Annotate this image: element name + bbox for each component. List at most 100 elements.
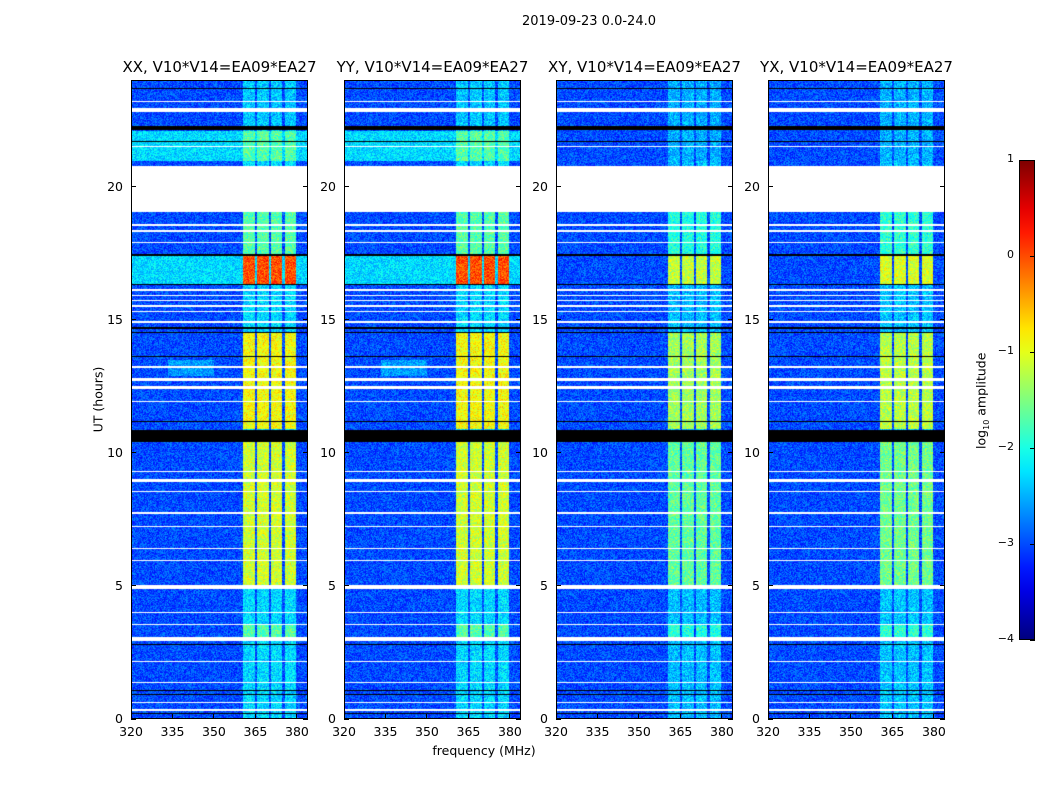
y-tick-mark — [516, 452, 521, 454]
y-tick-mark — [344, 452, 349, 454]
x-tick-label: 320 — [332, 724, 356, 739]
x-tick-mark — [891, 714, 893, 719]
y-tick-label: 20 — [107, 178, 123, 194]
x-tick-label: 335 — [373, 724, 398, 739]
x-tick-mark — [555, 714, 557, 719]
colorbar — [1019, 160, 1035, 640]
y-tick-label: 10 — [320, 444, 336, 460]
colorbar-label-sub: 10 — [981, 419, 991, 430]
y-tick-mark — [940, 585, 945, 587]
y-tick-label: 15 — [744, 311, 760, 327]
y-tick-mark — [556, 585, 561, 587]
y-tick-mark — [516, 186, 521, 187]
x-tick-label: 335 — [797, 724, 822, 739]
x-tick-label: 320 — [544, 724, 568, 739]
x-tick-label: 365 — [243, 724, 268, 739]
y-tick-label: 15 — [320, 311, 336, 327]
y-tick-mark — [728, 452, 733, 454]
x-tick-label: 335 — [160, 724, 185, 739]
colorbar-label: log10 amplitude — [973, 341, 991, 461]
colorbar-tick-mark — [1030, 351, 1035, 353]
y-tick-label: 10 — [532, 444, 548, 460]
x-tick-label: 380 — [498, 724, 522, 739]
x-tick-mark — [343, 714, 345, 719]
y-tick-mark — [556, 319, 561, 321]
y-tick-label: 20 — [744, 178, 760, 194]
y-tick-mark — [131, 452, 136, 454]
y-tick-label: 15 — [107, 311, 123, 327]
x-tick-mark — [213, 714, 215, 719]
y-tick-mark — [940, 319, 945, 321]
x-tick-label: 365 — [456, 724, 481, 739]
y-tick-mark — [303, 452, 308, 454]
x-tick-mark — [638, 714, 640, 719]
x-tick-label: 380 — [710, 724, 734, 739]
colorbar-tick-label: 1 — [1007, 152, 1014, 165]
heatmap-image — [132, 81, 307, 718]
y-tick-mark — [728, 585, 733, 587]
y-tick-mark — [131, 319, 136, 321]
y-tick-mark — [303, 585, 308, 587]
x-tick-mark — [509, 714, 511, 719]
y-tick-mark — [728, 319, 733, 321]
y-tick-mark — [516, 585, 521, 587]
x-tick-label: 365 — [668, 724, 693, 739]
x-axis-label: frequency (MHz) — [432, 743, 536, 758]
y-tick-mark — [556, 186, 561, 187]
x-tick-mark — [808, 714, 810, 719]
y-tick-label: 0 — [752, 711, 760, 726]
y-tick-mark — [303, 186, 308, 187]
y-tick-mark — [303, 718, 308, 720]
y-tick-mark — [940, 186, 945, 187]
figure-title: 2019-09-23 0.0-24.0 — [522, 14, 656, 29]
y-tick-mark — [556, 718, 561, 720]
x-tick-mark — [426, 714, 428, 719]
x-tick-label: 380 — [285, 724, 309, 739]
x-tick-mark — [850, 714, 852, 719]
y-tick-mark — [344, 718, 349, 720]
x-tick-label: 350 — [839, 724, 863, 739]
x-tick-mark — [254, 714, 256, 719]
y-tick-label: 5 — [752, 577, 760, 593]
y-tick-mark — [768, 718, 773, 720]
panel-title-yx: YX, V10*V14=EA09*EA27 — [760, 58, 953, 76]
colorbar-label-log: log — [973, 429, 989, 449]
y-tick-mark — [940, 718, 945, 720]
colorbar-tick-mark — [1030, 255, 1035, 257]
y-tick-mark — [768, 452, 773, 454]
x-tick-mark — [679, 714, 681, 719]
y-tick-mark — [768, 186, 773, 187]
x-tick-mark — [467, 714, 469, 719]
y-tick-mark — [344, 319, 349, 321]
y-tick-mark — [728, 186, 733, 187]
x-tick-label: 320 — [756, 724, 780, 739]
y-tick-label: 5 — [115, 577, 123, 593]
y-tick-mark — [940, 452, 945, 454]
spectrogram-panel-yx — [768, 80, 945, 719]
x-tick-label: 350 — [415, 724, 439, 739]
y-tick-label: 15 — [532, 311, 548, 327]
x-tick-mark — [171, 714, 173, 719]
y-tick-mark — [344, 585, 349, 587]
y-tick-mark — [768, 585, 773, 587]
spectrogram-panel-yy — [344, 80, 521, 719]
y-tick-mark — [344, 186, 349, 187]
colorbar-tick-mark — [1030, 639, 1035, 641]
colorbar-tick-mark — [1030, 159, 1035, 161]
x-tick-label: 320 — [119, 724, 143, 739]
y-tick-mark — [768, 319, 773, 321]
y-tick-label: 0 — [115, 711, 123, 726]
colorbar-tick-mark — [1030, 447, 1035, 449]
y-axis-label: UT (hours) — [90, 366, 106, 433]
x-tick-mark — [767, 714, 769, 719]
heatmap-image — [557, 81, 732, 718]
colorbar-tick-label: −1 — [997, 344, 1014, 357]
y-tick-label: 20 — [532, 178, 548, 194]
x-tick-label: 380 — [922, 724, 946, 739]
colorbar-label-rest: amplitude — [973, 352, 989, 420]
x-tick-mark — [721, 714, 723, 719]
colorbar-tick-mark — [1030, 543, 1035, 545]
y-tick-mark — [131, 186, 136, 187]
y-tick-label: 5 — [540, 577, 548, 593]
spectrogram-panel-xy — [556, 80, 733, 719]
